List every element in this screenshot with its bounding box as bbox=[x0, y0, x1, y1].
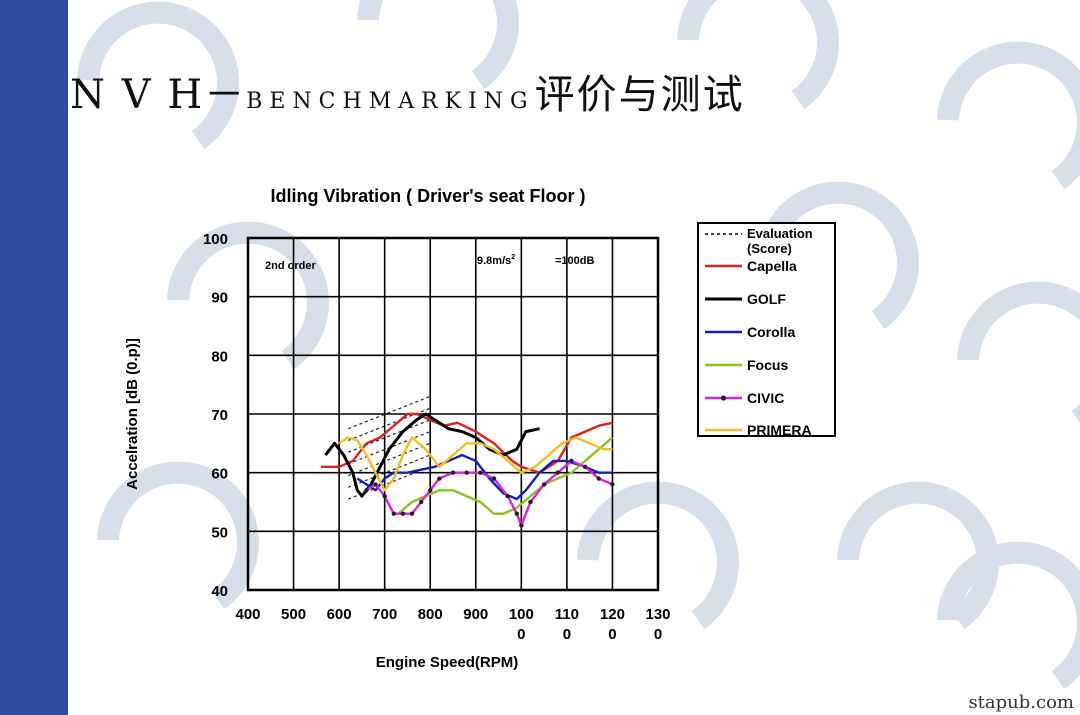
legend-marker-civic bbox=[720, 395, 727, 401]
y-tick-label: 50 bbox=[211, 524, 228, 541]
y-axis-label: Accelration [dB (0.p)] bbox=[124, 338, 141, 490]
x-tick-label: 600 bbox=[327, 606, 352, 623]
x-tick-label: 400 bbox=[235, 606, 260, 623]
legend-label-focus: Focus bbox=[747, 357, 788, 373]
legend-label-evaluation-line: (Score) bbox=[747, 241, 792, 256]
legend-label-corolla: Corolla bbox=[747, 324, 795, 340]
x-tick-label-line2: 0 bbox=[608, 626, 616, 643]
series-point-civic bbox=[555, 470, 560, 475]
legend-frame bbox=[697, 222, 836, 437]
y-tick-label: 70 bbox=[211, 407, 228, 424]
series-point-civic bbox=[582, 464, 588, 469]
chart-title: Idling Vibration ( Driver's seat Floor ) bbox=[271, 186, 586, 206]
series-point-civic bbox=[569, 458, 574, 464]
y-tick-label: 90 bbox=[211, 290, 228, 307]
series-point-civic bbox=[400, 511, 406, 516]
x-tick-label-line2: 0 bbox=[517, 626, 525, 643]
y-tick-label: 80 bbox=[211, 348, 228, 365]
annotation-ref-left: 9.8m/s bbox=[477, 255, 511, 267]
slide-title-main: N V H－ bbox=[70, 72, 247, 118]
x-tick-label-line2: 0 bbox=[563, 626, 571, 643]
series-point-civic bbox=[437, 476, 442, 481]
series-point-civic bbox=[450, 470, 456, 475]
slide-title-cjk: 评价与测试 bbox=[534, 72, 745, 118]
legend-label-evaluation: Evaluation (Score) bbox=[747, 226, 813, 256]
x-tick-label: 120 bbox=[600, 606, 625, 623]
series-point-civic bbox=[610, 482, 615, 487]
x-tick-label: 500 bbox=[281, 606, 306, 623]
series-point-civic bbox=[382, 493, 387, 499]
series-line-capella bbox=[320, 412, 613, 474]
evaluation-line bbox=[348, 395, 431, 430]
series-point-civic bbox=[373, 482, 378, 487]
legend-label-civic: CIVIC bbox=[747, 390, 784, 406]
x-tick-label: 700 bbox=[372, 606, 397, 623]
series-lines bbox=[320, 412, 615, 528]
series-line-focus bbox=[397, 436, 614, 515]
y-tick-label: 60 bbox=[211, 466, 228, 483]
series-point-civic bbox=[491, 476, 497, 481]
x-tick-label: 110 bbox=[555, 606, 579, 623]
series-point-civic bbox=[464, 470, 469, 475]
series-point-civic bbox=[541, 482, 547, 487]
watermark: stapub.com bbox=[968, 692, 1074, 713]
x-tick-label: 130 bbox=[645, 606, 670, 623]
series-point-civic bbox=[514, 511, 519, 516]
legend-label-golf: GOLF bbox=[747, 291, 786, 307]
slide-title-benchmarking: BENCHMARKING bbox=[246, 89, 535, 114]
series-point-civic bbox=[364, 488, 369, 493]
y-axis-ticks: 40 50 60 70 80 90 100 bbox=[203, 231, 228, 600]
slide-title: N V H－BENCHMARKING评价与测试 bbox=[70, 62, 745, 122]
x-tick-label-line2: 0 bbox=[654, 626, 662, 643]
series-point-civic bbox=[505, 493, 510, 499]
slide-side-bar bbox=[0, 0, 68, 715]
series-point-civic bbox=[428, 488, 433, 493]
x-axis-label: Engine Speed(RPM) bbox=[376, 654, 519, 671]
series-line-corolla bbox=[356, 453, 613, 501]
legend-label-evaluation-line: Evaluation bbox=[747, 226, 813, 241]
y-tick-label: 40 bbox=[211, 583, 228, 600]
background-swirl-pattern bbox=[77, 0, 1080, 690]
series-point-civic bbox=[391, 511, 396, 516]
series-point-civic bbox=[418, 499, 424, 505]
series-point-civic bbox=[409, 511, 415, 516]
series-point-civic bbox=[596, 476, 601, 481]
x-tick-label: 800 bbox=[418, 606, 443, 623]
series-line-primera bbox=[338, 436, 613, 492]
annotation-ref-sup: 2 bbox=[511, 254, 515, 261]
annotation-ref-right: =100dB bbox=[555, 255, 594, 267]
legend: Evaluation (Score) Capella GOLF Corolla Focus… bbox=[697, 222, 836, 438]
x-tick-label: 900 bbox=[463, 606, 488, 623]
y-tick-label: 100 bbox=[203, 231, 228, 248]
annotation-reference: 9.8m/s2 =100dB bbox=[477, 254, 594, 267]
x-tick-label: 100 bbox=[509, 606, 534, 623]
chart-grid bbox=[248, 238, 658, 590]
series-point-civic bbox=[478, 470, 483, 475]
legend-label-capella: Capella bbox=[747, 258, 797, 274]
legend-label-primera: PRIMERA bbox=[747, 422, 812, 438]
evaluation-line bbox=[348, 442, 431, 477]
annotation-order: 2nd order bbox=[265, 260, 316, 272]
series-point-civic bbox=[519, 523, 524, 528]
plot-frame bbox=[246, 236, 660, 592]
series-point-civic bbox=[528, 499, 533, 505]
